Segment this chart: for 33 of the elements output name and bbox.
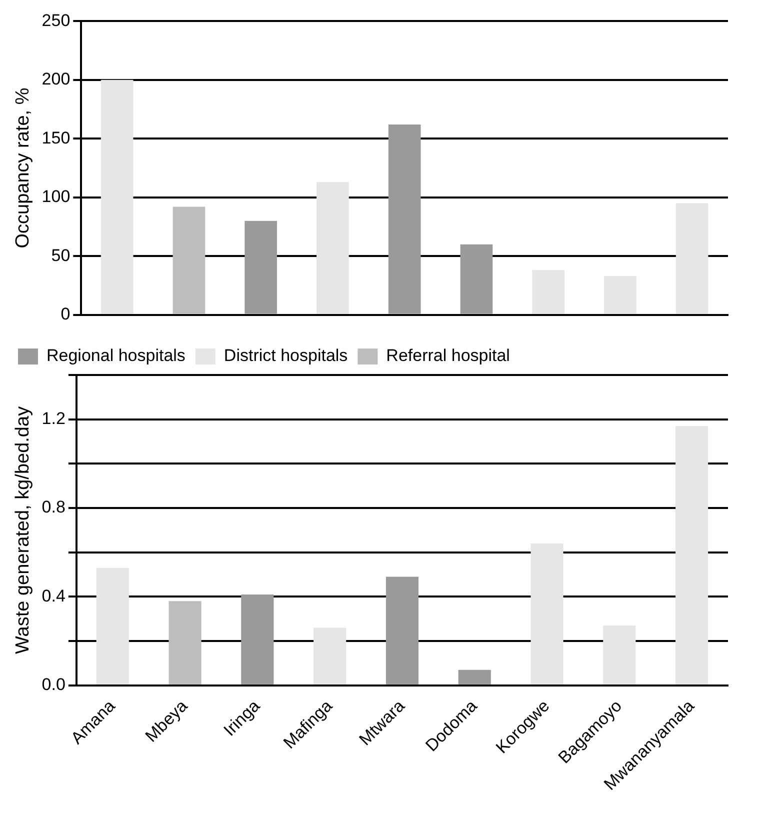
bar <box>532 270 564 314</box>
bar <box>460 244 493 314</box>
y-tick-label: 0.0 <box>42 675 66 694</box>
y-tick-label: 0.4 <box>42 586 66 606</box>
bar <box>172 206 206 314</box>
y-tick-label: 0 <box>60 304 70 324</box>
bar <box>96 568 129 684</box>
y-tick-label: 100 <box>42 187 70 206</box>
legend-label: District hospitals <box>224 346 348 366</box>
bar <box>244 220 278 314</box>
y-tick-label: 50 <box>51 246 70 265</box>
y-tick-label: 1.2 <box>42 409 66 428</box>
y-axis-title: Occupancy rate, % <box>12 88 34 248</box>
bar <box>241 594 274 684</box>
bar <box>458 670 491 684</box>
y-tick-label: 250 <box>42 10 70 30</box>
bar <box>676 203 708 314</box>
y-tick-label: 150 <box>42 128 70 148</box>
bar <box>314 628 346 684</box>
bar <box>676 426 708 684</box>
bar <box>386 576 419 684</box>
y-tick-label: 200 <box>42 70 70 89</box>
y-axis-title: Waste generated, kg/bed.day <box>12 406 34 654</box>
bar <box>168 601 202 684</box>
y-tick-label: 0.8 <box>42 498 66 517</box>
bar <box>316 182 349 314</box>
bar <box>604 276 636 314</box>
bar <box>388 124 421 314</box>
legend-label: Referral hospital <box>386 346 510 366</box>
bar <box>603 626 636 684</box>
legend-label: Regional hospitals <box>46 346 186 366</box>
bar <box>530 543 564 684</box>
bar <box>100 80 134 314</box>
